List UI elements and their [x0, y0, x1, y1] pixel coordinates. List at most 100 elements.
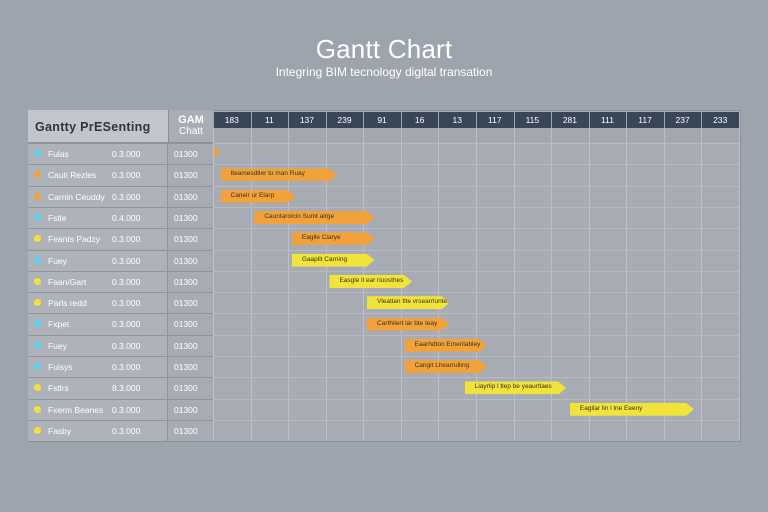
- status-dot-icon: [34, 235, 41, 243]
- grid-line-horizontal: [213, 185, 739, 187]
- status-dot-icon: [34, 363, 41, 370]
- row-label-cell: Feants Padzy 0.3.000: [28, 229, 168, 250]
- row-label-cell: Cauti Rezles 0.3.000: [28, 165, 168, 186]
- row-value-secondary: 01300: [174, 383, 198, 394]
- task-bar[interactable]: Cangit Lhearrulling: [405, 360, 488, 373]
- row-label-cell: Fxpet 0.3.000: [28, 314, 168, 335]
- grid-line-vertical: [739, 112, 740, 440]
- x-tick-label: 11: [264, 115, 274, 125]
- chart-subtitle: Integring BIM tecnology digital transati…: [275, 65, 493, 79]
- row-value: 0.3.000: [112, 298, 141, 309]
- row-value-secondary: 01300: [174, 340, 198, 351]
- x-tick-label: 13: [452, 115, 462, 125]
- row-label-cell: Carnin Ceuddy 0.3.000: [28, 186, 168, 207]
- row-label-cell: Fulas 0.3.000: [28, 144, 168, 165]
- row-label-cell: Fuey 0.3.000: [28, 335, 168, 356]
- task-bar[interactable]: Vleatlan tlte vrsearrluntes: [367, 296, 450, 309]
- task-bar[interactable]: Eagilar lin l lne Eeeny: [570, 403, 694, 416]
- grid-line-vertical: [701, 112, 703, 440]
- row-name: Faan/Gart: [48, 276, 87, 287]
- row-value-secondary: 01300: [174, 404, 198, 415]
- task-bar[interactable]: Iteamesdtler tu man Ruay: [221, 168, 337, 181]
- status-dot-icon: [34, 171, 41, 179]
- grid-line-vertical: [626, 112, 628, 440]
- row-label-cell: Fuey 0.3.000: [28, 250, 168, 271]
- table-header-label: Gantty PrESenting: [35, 120, 151, 134]
- table-row: Fulas 0.3.000 01300: [28, 143, 213, 165]
- table-subheader: GAM Chatt: [168, 110, 213, 143]
- task-bar[interactable]: Carthilert lar bte teay: [367, 318, 450, 331]
- row-value: 0.3.000: [112, 234, 141, 245]
- table-subheader-line1: GAM: [178, 114, 204, 126]
- grid-line-vertical: [288, 112, 290, 440]
- table-header: Gantty PrESenting: [28, 110, 168, 143]
- status-dot-icon: [34, 341, 41, 349]
- task-bar[interactable]: Easgle ll ear riuosthes: [329, 275, 412, 288]
- x-tick-label: 16: [414, 115, 425, 125]
- grid-line-vertical: [325, 112, 327, 440]
- row-value-secondary: 01300: [174, 212, 198, 223]
- table-row: Fstle 0.4.000 01300: [28, 206, 213, 229]
- grid-line-horizontal: [213, 228, 739, 230]
- status-dot-icon: [34, 299, 41, 307]
- grid-line-vertical: [551, 112, 553, 440]
- table-row: Fuisys 0.3.000 01300: [28, 356, 213, 378]
- grid-line-vertical: [250, 112, 252, 440]
- x-tick-label: 115: [525, 115, 540, 125]
- status-dot-icon: [34, 192, 41, 200]
- row-label-cell: Fxerm Beanes 0.3.000: [28, 399, 168, 420]
- table-row: Carnin Ceuddy 0.3.000 01300: [28, 185, 213, 207]
- row-value: 0.3.000: [112, 319, 141, 330]
- table-row: Feants Padzy 0.3.000 01300: [28, 228, 213, 250]
- task-bar-label: Vleatlan tlte vrsearrluntes: [377, 298, 451, 306]
- task-bar-label: Gaaplit Carning: [301, 255, 348, 263]
- x-tick-label: 137: [299, 115, 315, 125]
- row-value: 0.3.000: [112, 191, 141, 202]
- task-bar-label: Eaarhdton Emerilabley: [414, 340, 481, 348]
- x-tick-label: 91: [377, 115, 387, 125]
- row-label-cell: Fuisys 0.3.000: [28, 357, 168, 378]
- task-bar[interactable]: Caneir ur Elarp: [221, 190, 296, 203]
- grid-line-horizontal: [213, 377, 739, 379]
- row-value: 0.3.000: [112, 404, 141, 415]
- grid-line-horizontal: [213, 356, 739, 357]
- status-dot-icon: [34, 320, 41, 328]
- row-value: 0.3.000: [112, 255, 141, 266]
- task-bar-label: Iteamesdtler tu man Ruay: [230, 170, 305, 178]
- x-tick-label: 281: [562, 115, 578, 125]
- task-bar[interactable]: Liayrlip l tlep be yeaurtlaes: [465, 381, 566, 394]
- status-dot-icon: [34, 405, 41, 413]
- table-row: Faan/Gart 0.3.000 01300: [28, 270, 213, 293]
- grid-line-horizontal: [213, 206, 739, 208]
- grid-line-horizontal: [213, 249, 739, 251]
- table-subheader-line2: Chatt: [179, 126, 203, 137]
- grid-line-horizontal: [213, 313, 739, 315]
- row-value-secondary: 01300: [174, 170, 198, 181]
- task-bar-label: Carthilert lar bte teay: [377, 319, 438, 327]
- row-value: 0.3.000: [112, 149, 141, 159]
- grid-line-vertical: [513, 112, 515, 440]
- table-row: Parls redd 0.3.000 01300: [28, 292, 213, 314]
- grid-line-horizontal: [213, 143, 739, 144]
- grid-line-horizontal: [213, 164, 739, 166]
- status-dot-icon: [34, 384, 41, 392]
- row-value: 0.3.000: [112, 425, 141, 436]
- grid-line-vertical: [588, 112, 590, 440]
- row-value-secondary: 01300: [174, 255, 198, 266]
- task-bar-label: Eagilar lin l lne Eeeny: [579, 404, 643, 412]
- row-name: Fasby: [48, 425, 72, 436]
- task-bar[interactable]: Eaarhdton Emerilabley: [405, 339, 488, 352]
- task-bar[interactable]: Eaglle Ciarye: [292, 232, 375, 245]
- row-label-cell: Fstlrs 8.3.000: [28, 378, 168, 399]
- row-value: 0.3.000: [112, 362, 141, 372]
- row-name: Parls redd: [48, 298, 87, 309]
- row-value: 0.3.000: [112, 276, 141, 287]
- row-name: Fstle: [48, 212, 67, 223]
- status-dot-icon: [34, 150, 41, 157]
- task-bar[interactable]: Gaaplit Carning: [292, 254, 375, 267]
- grid-line-horizontal: [213, 419, 739, 421]
- task-bar[interactable]: Cauntaroicin Sumt alrge: [254, 211, 374, 224]
- start-marker-icon: [214, 147, 221, 157]
- row-name: Fstlrs: [48, 383, 69, 394]
- x-tick-label: 111: [601, 115, 614, 125]
